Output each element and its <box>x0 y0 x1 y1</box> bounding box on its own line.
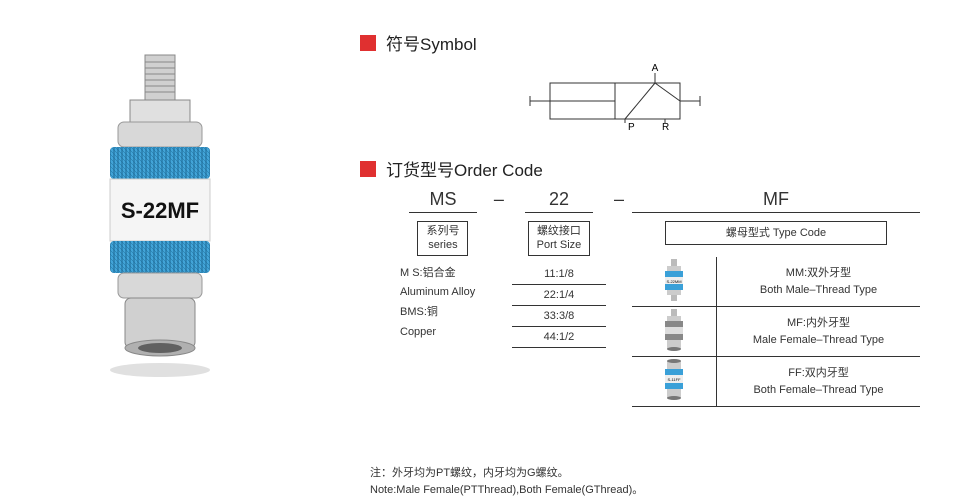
type-box: 螺母型式 Type Code <box>665 221 887 245</box>
series-list: M S:铝合金 Aluminum Alloy BMS:铜 Copper <box>400 264 486 343</box>
series-box: 系列号 series <box>417 221 468 256</box>
type-thumb-mf <box>632 307 717 356</box>
order-title: 订货型号Order Code <box>386 156 543 181</box>
svg-text:S-22MM: S-22MM <box>666 279 681 284</box>
type-thumb-mm: S-22MM <box>632 257 717 306</box>
note: 注：外牙均为PT螺纹，内牙均为G螺纹。 Note:Male Female(PTT… <box>370 465 643 498</box>
dash: – <box>494 189 504 210</box>
port-column: 22 螺纹接口 Port Size 11:1/8 22:1/4 33:3/8 4… <box>512 189 606 348</box>
type-code-mf: MF:内外牙型 <box>725 315 912 332</box>
order-code-row: MS 系列号 series M S:铝合金 Aluminum Alloy BMS… <box>400 189 920 407</box>
type-row-mm: S-22MM MM:双外牙型 Both Male–Thread Type <box>632 257 920 307</box>
type-table: S-22MM MM:双外牙型 Both Male–Thread Type <box>632 257 920 407</box>
svg-text:S-11FF: S-11FF <box>667 377 681 382</box>
symbol-section-header: 符号Symbol <box>360 30 920 55</box>
type-code-ff: FF:双内牙型 <box>725 365 912 382</box>
note-line2: Note:Male Female(PTThread),Both Female(G… <box>370 482 643 499</box>
type-code-mm: MM:双外牙型 <box>725 265 912 282</box>
note-line1: 注：外牙均为PT螺纹，内牙均为G螺纹。 <box>370 465 643 482</box>
type-column: MF 螺母型式 Type Code S-22MM <box>632 189 920 407</box>
symbol-label-p: P <box>628 122 635 133</box>
port-list: 11:1/8 22:1/4 33:3/8 44:1/2 <box>512 264 606 349</box>
type-row-mf: MF:内外牙型 Male Female–Thread Type <box>632 307 920 357</box>
symbol-label-r: R <box>662 122 669 133</box>
series-code: MS <box>409 189 477 213</box>
type-thumb-ff: S-11FF <box>632 357 717 406</box>
product-image: S-22MF <box>70 50 250 380</box>
symbol-diagram: A P R <box>520 63 920 136</box>
type-row-ff: S-11FF FF:双内牙型 Both Female–Thread Type <box>632 357 920 407</box>
red-square-icon <box>360 35 376 51</box>
type-code: MF <box>632 189 920 213</box>
port-box: 螺纹接口 Port Size <box>528 221 591 256</box>
dash: – <box>614 189 624 210</box>
product-label-text: S-22MF <box>121 198 199 223</box>
series-column: MS 系列号 series M S:铝合金 Aluminum Alloy BMS… <box>400 189 486 343</box>
symbol-title: 符号Symbol <box>386 30 477 55</box>
port-code: 22 <box>525 189 593 213</box>
symbol-label-a: A <box>652 63 659 74</box>
type-desc-mm: Both Male–Thread Type <box>725 282 912 299</box>
order-section-header: 订货型号Order Code <box>360 156 920 181</box>
red-square-icon <box>360 161 376 177</box>
type-desc-mf: Male Female–Thread Type <box>725 332 912 349</box>
type-desc-ff: Both Female–Thread Type <box>725 382 912 399</box>
